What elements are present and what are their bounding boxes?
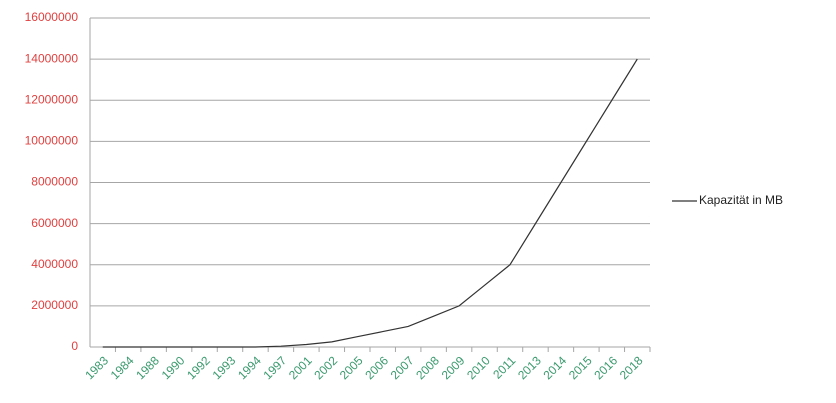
x-tick-label: 2010	[464, 353, 493, 382]
x-tick-label: 2009	[439, 353, 468, 382]
y-tick-label: 0	[71, 339, 78, 353]
x-tick-label: 2005	[337, 353, 366, 382]
y-tick-label: 14000000	[25, 51, 79, 65]
legend-label: Kapazität in MB	[699, 193, 783, 207]
x-tick-label: 1992	[184, 353, 213, 382]
x-tick-label: 1983	[82, 353, 111, 382]
y-tick-label: 6000000	[31, 216, 78, 230]
x-tick-label: 1997	[260, 353, 289, 382]
x-tick-label: 2016	[591, 353, 620, 382]
x-tick-label: 1994	[235, 353, 264, 382]
x-tick-label: 2015	[566, 353, 595, 382]
x-tick-label: 2006	[362, 353, 391, 382]
x-tick-label: 2007	[388, 353, 417, 382]
y-tick-label: 16000000	[25, 10, 79, 24]
x-tick-label: 1993	[210, 353, 239, 382]
y-tick-label: 2000000	[31, 298, 78, 312]
y-tick-label: 12000000	[25, 92, 79, 106]
data-line	[102, 58, 638, 348]
x-tick-label: 1984	[108, 353, 137, 382]
y-tick-label: 4000000	[31, 257, 78, 271]
x-tick-label: 1988	[133, 353, 162, 382]
x-tick-label: 2011	[490, 353, 518, 381]
y-tick-label: 10000000	[25, 134, 79, 148]
x-tick-label: 2018	[617, 353, 646, 382]
x-tick-label: 2013	[515, 353, 544, 382]
y-tick-label: 8000000	[31, 175, 78, 189]
x-tick-label: 2001	[286, 353, 315, 382]
x-tick-label: 2002	[311, 353, 340, 382]
x-tick-label: 2014	[540, 353, 569, 382]
x-tick-label: 2008	[413, 353, 442, 382]
x-tick-label: 1990	[159, 353, 188, 382]
